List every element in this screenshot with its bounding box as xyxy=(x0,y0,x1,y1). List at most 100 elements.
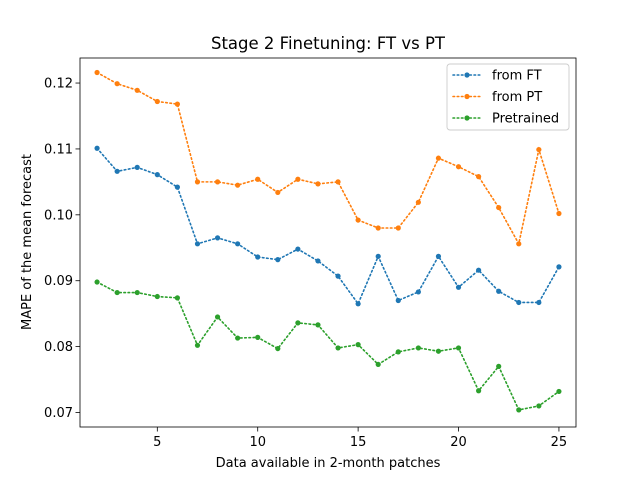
y-tick-label: 0.09 xyxy=(44,274,73,289)
legend-label: from FT xyxy=(492,69,542,84)
legend-item-pretrained: Pretrained xyxy=(452,112,559,127)
data-point-from-ft xyxy=(154,172,160,178)
data-point-from-ft xyxy=(435,253,442,259)
data-point-pretrained xyxy=(496,363,502,369)
data-point-pretrained xyxy=(114,289,120,296)
data-point-from-pt xyxy=(255,176,261,182)
x-tick-label: 15 xyxy=(350,435,367,450)
data-point-pretrained xyxy=(275,345,281,352)
data-point-pretrained xyxy=(174,295,180,301)
data-point-from-pt xyxy=(275,189,281,196)
data-point-from-ft xyxy=(194,241,201,247)
data-point-from-pt xyxy=(455,164,462,170)
legend-item-from-pt: from PT xyxy=(452,90,542,105)
x-tick-label: 5 xyxy=(153,435,161,450)
data-point-from-pt xyxy=(556,210,562,217)
x-axis-label: Data available in 2-month patches xyxy=(216,456,441,471)
data-point-from-ft xyxy=(174,184,180,190)
data-point-from-pt xyxy=(516,241,522,247)
plot-frame xyxy=(79,57,577,428)
data-point-pretrained xyxy=(154,293,160,300)
chart-title: Stage 2 Finetuning: FT vs PT xyxy=(211,34,446,53)
data-point-pretrained xyxy=(295,320,301,326)
data-point-from-pt xyxy=(94,69,100,76)
data-point-pretrained xyxy=(214,314,221,320)
data-point-from-pt xyxy=(536,146,542,153)
data-point-pretrained xyxy=(435,348,442,354)
legend: from FT from PT Pretrained xyxy=(446,63,570,131)
legend-marker xyxy=(464,115,470,121)
data-point-from-ft xyxy=(395,297,401,304)
data-point-pretrained xyxy=(315,322,321,328)
y-axis-ticks: 0.07 0.08 0.09 0.10 0.11 0.12 xyxy=(44,77,80,421)
x-tick-label: 25 xyxy=(551,435,568,450)
data-point-from-ft xyxy=(255,254,261,260)
series-from-ft xyxy=(94,145,562,307)
data-point-pretrained xyxy=(536,403,542,409)
data-point-pretrained xyxy=(94,279,100,285)
data-point-from-ft xyxy=(556,264,562,270)
data-point-from-ft xyxy=(455,284,462,290)
legend-frame xyxy=(446,63,570,131)
data-point-from-ft xyxy=(476,267,482,273)
data-point-from-ft xyxy=(496,288,502,294)
data-point-pretrained xyxy=(375,361,381,368)
data-point-from-pt xyxy=(335,179,341,185)
data-point-from-ft xyxy=(335,273,341,279)
series-layer xyxy=(94,69,562,413)
data-point-from-pt xyxy=(315,181,321,187)
data-point-from-ft xyxy=(375,253,381,259)
data-point-pretrained xyxy=(335,345,341,351)
y-tick-label: 0.10 xyxy=(44,208,73,223)
data-point-from-pt xyxy=(476,174,482,180)
y-tick-label: 0.08 xyxy=(44,340,73,355)
data-point-from-pt xyxy=(214,179,221,185)
data-point-pretrained xyxy=(516,407,522,413)
data-point-pretrained xyxy=(235,335,241,341)
plot-area xyxy=(79,57,577,428)
legend-label: Pretrained xyxy=(492,112,559,127)
y-axis-label: MAPE of the mean forecast xyxy=(20,154,35,330)
data-point-from-pt xyxy=(154,98,160,105)
data-point-from-pt xyxy=(114,81,120,87)
legend-marker xyxy=(464,72,470,78)
data-point-from-ft xyxy=(355,301,361,307)
data-point-pretrained xyxy=(415,345,421,351)
data-point-from-pt xyxy=(355,217,361,223)
data-point-from-ft xyxy=(114,168,120,174)
series-line-from-pt xyxy=(96,71,560,247)
data-point-from-pt xyxy=(496,204,502,211)
data-point-from-ft xyxy=(295,246,301,252)
y-tick-label: 0.12 xyxy=(44,77,73,92)
series-from-pt xyxy=(94,69,562,247)
data-point-pretrained xyxy=(134,289,140,296)
data-point-from-ft xyxy=(536,299,542,306)
data-point-pretrained xyxy=(476,388,482,394)
legend-label: from PT xyxy=(492,90,542,105)
data-point-from-ft xyxy=(94,145,100,151)
data-point-pretrained xyxy=(355,342,361,348)
x-axis-ticks: 5 10 15 20 25 xyxy=(153,427,567,450)
data-point-from-pt xyxy=(435,155,442,161)
data-point-from-ft xyxy=(235,241,241,247)
data-point-pretrained xyxy=(455,345,462,351)
data-point-pretrained xyxy=(395,349,401,355)
data-point-from-pt xyxy=(194,179,201,185)
data-point-from-ft xyxy=(315,258,321,264)
data-point-from-ft xyxy=(275,257,281,263)
series-line-from-ft xyxy=(96,147,560,306)
legend-item-from-ft: from FT xyxy=(452,69,542,84)
data-point-from-pt xyxy=(395,225,401,231)
y-tick-label: 0.07 xyxy=(44,406,73,421)
series-pretrained xyxy=(94,279,562,413)
data-point-from-pt xyxy=(235,182,241,188)
data-point-pretrained xyxy=(556,388,562,395)
x-tick-label: 20 xyxy=(450,435,467,450)
series-line-pretrained xyxy=(96,281,560,411)
data-point-from-pt xyxy=(174,101,180,107)
data-point-from-ft xyxy=(134,164,140,170)
data-point-pretrained xyxy=(194,342,201,348)
data-point-from-pt xyxy=(375,225,381,231)
y-tick-label: 0.11 xyxy=(44,142,73,157)
